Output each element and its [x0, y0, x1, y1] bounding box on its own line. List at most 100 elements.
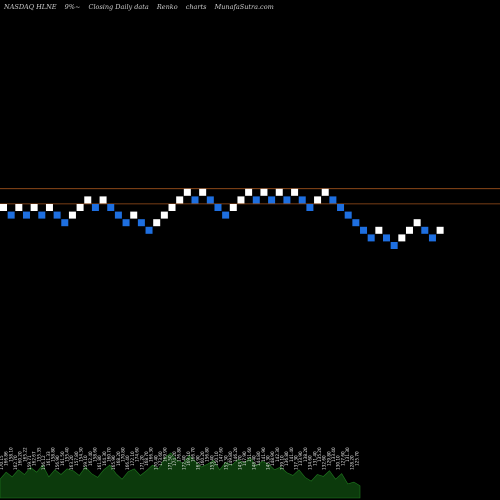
- volume-label-25: 165.90: [111, 455, 116, 470]
- volume-label-17: 157.80: [74, 451, 79, 466]
- volume-label-41: 169.10: [186, 451, 191, 466]
- renko-brick-11: [76, 204, 84, 211]
- volume-label-56: 144.80: [256, 451, 261, 466]
- volume-label-54: 151.60: [247, 447, 252, 462]
- volume-label-18: 154.30: [78, 447, 83, 462]
- volume-label-16: 163.20: [69, 455, 74, 470]
- volume-label-28: 166.40: [125, 455, 130, 470]
- renko-brick-39: [291, 188, 299, 196]
- volume-label-13: 156.90: [55, 455, 60, 470]
- volume-label-74: 127.60: [340, 451, 345, 466]
- renko-brick-3: [15, 204, 23, 211]
- charts-label: charts: [185, 3, 207, 11]
- volume-label-38: 174.20: [172, 451, 177, 466]
- site-label: MunafaSutra.com: [214, 3, 274, 11]
- renko-brick-31: [229, 204, 237, 211]
- change-label: 9%~: [64, 3, 81, 11]
- volume-label-49: 152.30: [223, 455, 228, 470]
- volume-label-44: 160.20: [200, 451, 205, 466]
- chart-desc-label: Closing Daily data: [88, 3, 149, 11]
- volume-label-40: 172.40: [181, 455, 186, 470]
- volume-label-58: 145.30: [265, 455, 270, 470]
- renko-brick-19: [137, 219, 145, 227]
- volume-area: [0, 452, 361, 499]
- renko-brick-27: [199, 188, 207, 196]
- volume-label-50: 149.80: [228, 451, 233, 466]
- volume-label-24: 160.70: [107, 447, 112, 462]
- renko-brick-16: [114, 211, 122, 219]
- volume-label-4: 162.70: [13, 455, 18, 470]
- renko-brick-43: [321, 188, 329, 196]
- volume-label-76: 128.20: [350, 455, 355, 470]
- volume-label-29: 172.10: [130, 451, 135, 466]
- chart-header: NASDAQ HLNE 9%~ Closing Daily data Renko…: [4, 3, 280, 11]
- renko-brick-21: [153, 219, 161, 227]
- volume-label-11: 161.33: [46, 451, 51, 466]
- renko-brick-54: [405, 226, 413, 234]
- renko-brick-51: [383, 234, 390, 242]
- renko-brick-18: [130, 211, 138, 219]
- renko-brick-30: [222, 211, 230, 219]
- renko-brick-4: [22, 211, 30, 219]
- volume-label-57: 141.90: [261, 447, 266, 462]
- volume-label-30: 174.60: [135, 447, 140, 462]
- renko-brick-15: [107, 204, 115, 211]
- volume-label-34: 170.40: [153, 455, 158, 470]
- renko-brick-25: [183, 188, 191, 196]
- volume-label-51: 146.20: [233, 447, 238, 462]
- renko-brick-14: [99, 196, 107, 204]
- renko-brick-22: [160, 211, 168, 219]
- volume-label-9: 155.35: [36, 447, 41, 462]
- volume-label-72: 133.40: [331, 447, 336, 462]
- volume-label-39: 176.80: [177, 447, 182, 462]
- volume-label-69: 135.20: [317, 447, 322, 462]
- volume-label-75: 131.30: [345, 447, 350, 462]
- renko-brick-55: [413, 219, 421, 227]
- renko-brick-34: [252, 196, 260, 204]
- volume-label-2: 166.86: [4, 451, 9, 466]
- renko-brick-1: [0, 204, 7, 211]
- renko-brick-12: [84, 196, 92, 204]
- volume-label-53: 147.90: [242, 451, 247, 466]
- volume-label-52: 143.70: [237, 455, 242, 470]
- volume-label-73: 130.10: [336, 455, 341, 470]
- volume-label-22: 161.80: [97, 455, 102, 470]
- renko-brick-57: [428, 234, 436, 242]
- renko-brick-2: [7, 211, 15, 219]
- volume-label-47: 150.10: [214, 451, 219, 466]
- renko-brick-23: [168, 204, 176, 211]
- renko-brick-40: [298, 196, 306, 204]
- volume-label-31: 171.20: [139, 455, 144, 470]
- renko-brick-45: [337, 204, 345, 211]
- renko-brick-9: [61, 219, 69, 227]
- renko-brick-5: [30, 204, 38, 211]
- volume-label-66: 138.20: [303, 447, 308, 462]
- renko-brick-17: [122, 219, 130, 227]
- volume-label-1: 170.15: [0, 455, 4, 470]
- volume-label-35: 173.60: [158, 451, 163, 466]
- volume-label-33: 166.30: [149, 447, 154, 462]
- volume-label-5: 160.20: [18, 451, 23, 466]
- renko-brick-35: [260, 188, 268, 196]
- volume-label-21: 158.60: [93, 447, 98, 462]
- volume-label-67: 134.60: [308, 455, 313, 470]
- renko-brick-37: [275, 188, 283, 196]
- renko-brick-28: [206, 196, 214, 204]
- volume-label-32: 168.70: [144, 451, 149, 466]
- volume-label-19: 159.10: [83, 455, 88, 470]
- renko-brick-50: [375, 226, 383, 234]
- renko-brick-8: [53, 211, 61, 219]
- volume-label-12: 158.80: [50, 447, 55, 462]
- volume-label-14: 161.50: [60, 451, 65, 466]
- renko-brick-41: [306, 204, 314, 211]
- renko-brick-24: [176, 196, 184, 204]
- renko-brick-20: [145, 226, 153, 234]
- renko-brick-33: [245, 188, 253, 196]
- volume-label-60: 142.30: [275, 447, 280, 462]
- volume-label-71: 129.80: [326, 451, 331, 466]
- volume-label-37: 171.50: [167, 455, 172, 470]
- volume-label-59: 148.90: [270, 451, 275, 466]
- renko-label: Renko: [156, 3, 178, 11]
